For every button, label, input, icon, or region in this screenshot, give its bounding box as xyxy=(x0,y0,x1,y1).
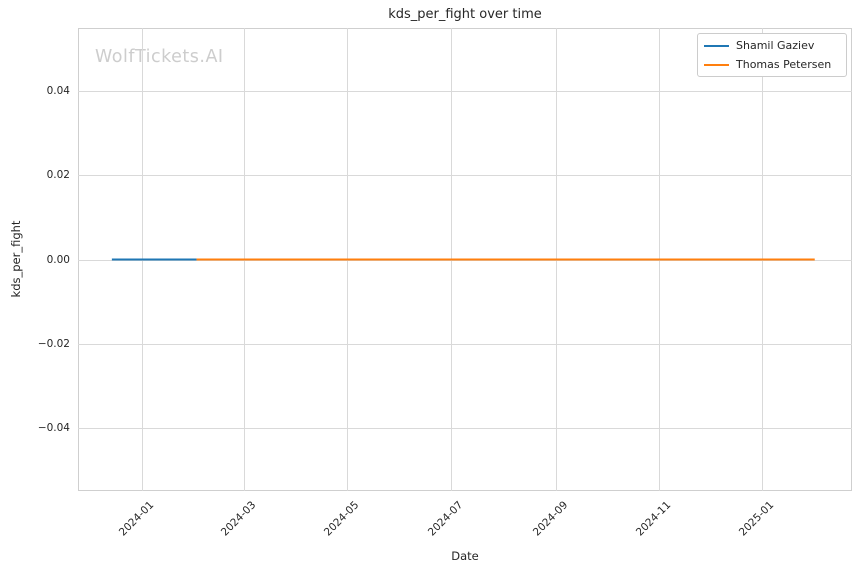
x-tick-label: 2024-07 xyxy=(425,499,466,539)
legend-label: Thomas Petersen xyxy=(736,58,832,71)
legend-entry: Shamil Gaziev xyxy=(704,38,840,53)
y-gridline xyxy=(78,427,852,429)
y-gridline xyxy=(78,343,852,345)
y-tick-label: 0.00 xyxy=(46,253,70,266)
watermark: WolfTickets.AI xyxy=(95,47,224,67)
y-tick-label: −0.04 xyxy=(37,421,70,434)
legend: Shamil Gaziev Thomas Petersen xyxy=(697,33,847,77)
y-tick-label: 0.04 xyxy=(46,85,70,98)
y-tick-label: −0.02 xyxy=(37,337,70,350)
y-tick-label: 0.02 xyxy=(46,169,70,182)
y-axis-label: kds_per_fight xyxy=(9,220,23,298)
chart-title: kds_per_fight over time xyxy=(388,7,542,22)
y-gridline xyxy=(78,175,852,177)
legend-swatch xyxy=(704,44,729,47)
x-tick-label: 2024-01 xyxy=(117,499,157,539)
y-gridline xyxy=(78,91,852,93)
legend-entry: Thomas Petersen xyxy=(704,57,840,72)
x-tick-label: 2024-05 xyxy=(322,499,362,539)
x-tick-label: 2024-11 xyxy=(633,499,674,539)
x-tick-label: 2024-09 xyxy=(530,499,571,539)
y-gridline xyxy=(78,259,852,261)
x-tick-label: 2024-03 xyxy=(218,499,259,539)
legend-swatch xyxy=(704,63,729,66)
legend-label: Shamil Gaziev xyxy=(736,39,815,52)
x-tick-label: 2025-01 xyxy=(737,499,777,539)
x-axis-label: Date xyxy=(451,549,479,563)
